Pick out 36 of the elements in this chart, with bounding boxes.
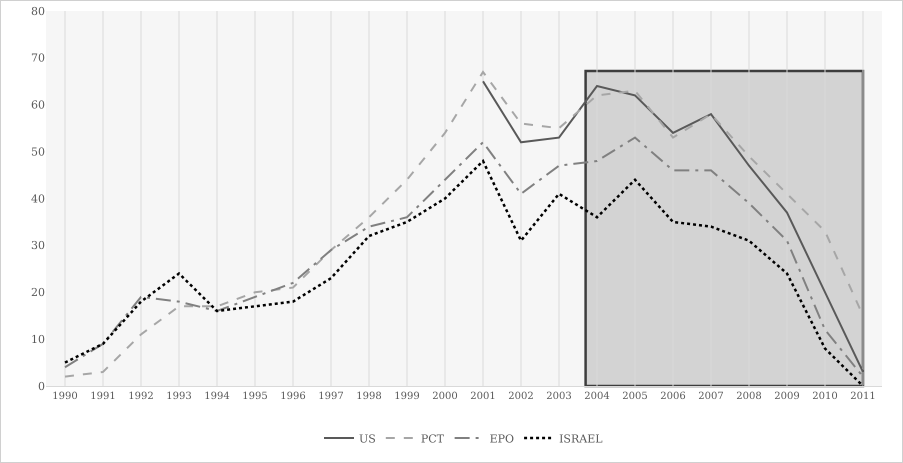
x-tick-label: 1996: [280, 391, 306, 402]
x-tick-label: 2008: [736, 391, 762, 402]
y-tick-label: 60: [31, 98, 45, 112]
x-tick-label: 1990: [52, 391, 78, 402]
x-tick-label: 2009: [774, 391, 800, 402]
y-tick-label: 20: [31, 286, 45, 300]
x-tick-label: 1997: [318, 391, 344, 402]
x-tick-label: 1998: [356, 391, 382, 402]
legend-label: PCT: [420, 432, 445, 446]
legend-label: EPO: [490, 432, 514, 446]
x-tick-label: 1992: [128, 391, 154, 402]
x-tick-label: 2011: [850, 391, 876, 402]
y-tick-label: 10: [31, 332, 45, 346]
x-tick-label: 2003: [546, 391, 572, 402]
x-tick-label: 2006: [660, 391, 686, 402]
x-tick-label: 1993: [166, 391, 192, 402]
x-tick-label: 2000: [432, 391, 458, 402]
legend-label: US: [359, 432, 376, 446]
x-tick-label: 1995: [242, 391, 268, 402]
y-tick-label: 40: [31, 192, 45, 206]
x-tick-label: 1994: [204, 391, 230, 402]
x-tick-label: 2010: [812, 391, 838, 402]
line-series: [482, 80, 864, 373]
y-tick-label: 80: [31, 4, 45, 18]
x-tick-label: 2007: [698, 391, 724, 402]
x-tick-label: 2004: [584, 391, 610, 402]
x-tick-label: 2002: [508, 391, 534, 402]
legend-label: ISRAEL: [559, 432, 604, 446]
y-tick-label: 30: [31, 239, 45, 252]
y-tick-label: 70: [31, 52, 45, 65]
x-tick-label: 1999: [394, 391, 420, 402]
x-tick-label: 2005: [622, 391, 648, 402]
y-tick-label: 50: [31, 145, 45, 158]
x-tick-label: 2001: [470, 391, 496, 402]
x-tick-label: 1991: [90, 391, 116, 402]
y-tick-label: 0: [38, 380, 45, 393]
